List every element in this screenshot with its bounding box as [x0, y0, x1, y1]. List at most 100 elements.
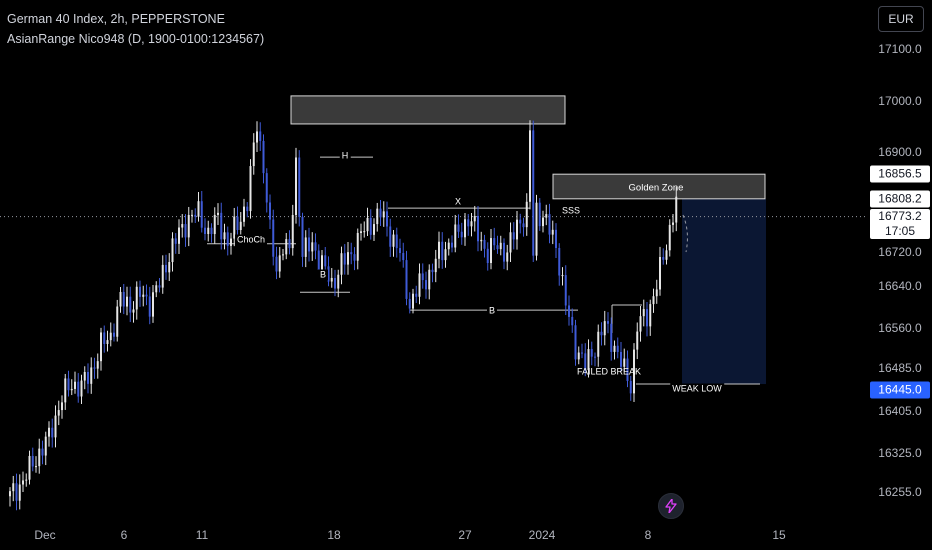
- candle-body: [142, 294, 145, 297]
- candle-body: [204, 227, 206, 234]
- candle-body: [584, 353, 587, 370]
- candle-body: [122, 291, 125, 307]
- candle-body: [659, 257, 661, 290]
- candle-body: [340, 253, 343, 275]
- candle-body: [90, 367, 93, 384]
- candle-body: [38, 448, 41, 467]
- candle-body: [356, 232, 359, 261]
- candle-body: [9, 491, 11, 497]
- candle-body: [360, 231, 362, 233]
- candle-body: [282, 254, 284, 256]
- price-axis[interactable]: 17100.0 17000.0 16900.0 16720.0 16640.0 …: [868, 0, 932, 520]
- candle-body: [431, 269, 434, 273]
- time-axis[interactable]: Dec 6 11 18 27 2024 8 15: [0, 520, 868, 550]
- candle-body: [675, 196, 678, 223]
- candle-body: [113, 332, 115, 337]
- candle-body: [538, 202, 541, 227]
- candle-body: [259, 131, 262, 141]
- candle-body: [230, 238, 232, 246]
- candle-body: [269, 202, 271, 220]
- indicator-title[interactable]: AsianRange Nico948 (D, 1900-0100:1234567…: [7, 32, 265, 46]
- candle-body: [574, 325, 577, 360]
- currency-selector[interactable]: EUR: [878, 6, 924, 32]
- candle-body: [633, 349, 635, 394]
- bar-countdown: 17:05: [884, 224, 916, 238]
- candle-body: [483, 239, 486, 249]
- time-tick: 15: [772, 528, 786, 542]
- candle-body: [96, 361, 99, 369]
- candle-body: [493, 238, 496, 246]
- candle-body: [548, 214, 551, 235]
- candle-body: [542, 217, 544, 227]
- candle-body: [106, 340, 109, 344]
- candle-body: [369, 217, 372, 235]
- candle-body: [649, 304, 652, 327]
- candle-body: [152, 292, 154, 317]
- candle-body: [236, 216, 239, 231]
- candle-body: [12, 483, 15, 492]
- candle-body: [460, 231, 463, 238]
- candle-body: [646, 309, 648, 327]
- candle-body: [174, 238, 177, 244]
- candle-body: [217, 212, 219, 215]
- candle-body: [243, 206, 245, 222]
- lightning-icon[interactable]: [658, 493, 684, 519]
- candle-body: [285, 239, 288, 255]
- candle-body: [103, 332, 106, 344]
- candle-body: [139, 286, 141, 297]
- candle-body: [457, 224, 460, 232]
- annotation-b2: B: [486, 305, 498, 317]
- candle-body: [418, 273, 421, 297]
- candle-body: [119, 291, 122, 307]
- candle-body: [389, 226, 392, 247]
- candle-body: [350, 252, 353, 255]
- candle-body: [100, 332, 102, 362]
- chart-legend: German 40 Index, 2h, PEPPERSTONE AsianRa…: [7, 9, 264, 49]
- time-tick: 6: [120, 528, 128, 542]
- candle-body: [314, 242, 317, 251]
- candle-body: [330, 277, 333, 282]
- candle-body: [594, 356, 596, 358]
- candle-body: [301, 216, 304, 257]
- annotation-weak-low: WEAK LOW: [670, 383, 724, 395]
- candle-body: [532, 130, 535, 256]
- candle-body: [535, 202, 538, 256]
- candle-body: [470, 221, 473, 227]
- chart-area[interactable]: [0, 0, 868, 520]
- candle-body: [561, 275, 564, 277]
- candle-body: [51, 427, 54, 438]
- zone-top-price-label: 16856.5: [870, 165, 930, 183]
- candle-body: [379, 208, 382, 218]
- candle-body: [672, 222, 674, 225]
- time-tick: 11: [195, 528, 209, 542]
- candle-body: [545, 214, 548, 218]
- time-tick: Dec: [34, 528, 56, 542]
- candle-body: [597, 331, 600, 357]
- candle-body: [48, 427, 50, 437]
- candle-body: [327, 266, 330, 282]
- price-tick: 16325.0: [878, 446, 922, 460]
- candle-body: [642, 309, 645, 317]
- candle-body: [503, 242, 505, 262]
- candle-body: [187, 215, 190, 238]
- candle-body: [525, 201, 528, 228]
- candle-body: [171, 238, 174, 263]
- candle-body: [148, 296, 151, 317]
- candle-body: [386, 211, 388, 227]
- candle-body: [577, 352, 580, 360]
- candle-body: [308, 237, 310, 252]
- candle-body: [324, 255, 327, 267]
- candle-body: [64, 378, 67, 403]
- candle-body: [626, 358, 629, 381]
- candle-body: [473, 215, 476, 222]
- candlestick-chart[interactable]: [0, 0, 868, 520]
- annotation-sss: SSS: [561, 205, 581, 216]
- symbol-title[interactable]: German 40 Index, 2h, PEPPERSTONE: [7, 12, 225, 26]
- candle-body: [311, 242, 314, 252]
- candle-body: [512, 232, 515, 240]
- candle-body: [135, 286, 138, 310]
- candle-body: [438, 241, 440, 259]
- candle-body: [226, 232, 229, 246]
- candle-body: [321, 255, 323, 270]
- candle-body: [405, 260, 408, 299]
